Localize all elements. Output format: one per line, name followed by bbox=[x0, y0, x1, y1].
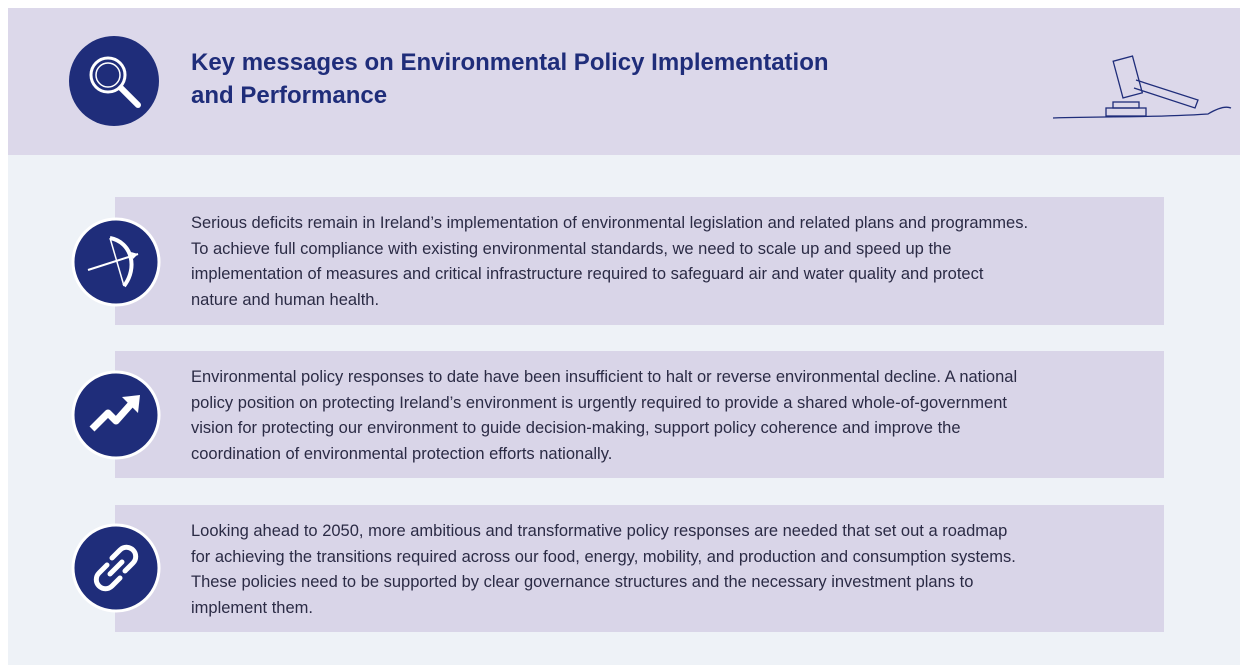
text-line: coordination of environmental protection… bbox=[191, 442, 1017, 468]
text-line: Serious deficits remain in Ireland’s imp… bbox=[191, 211, 1028, 237]
text-line: Environmental policy responses to date h… bbox=[191, 365, 1017, 391]
page: Key messages on Environmental Policy Imp… bbox=[0, 0, 1242, 666]
link-icon bbox=[70, 522, 162, 614]
text-line: implementation of measures and critical … bbox=[191, 262, 1028, 288]
text-line: for achieving the transitions required a… bbox=[191, 545, 1016, 571]
title: Key messages on Environmental Policy Imp… bbox=[191, 46, 829, 112]
text-line: Looking ahead to 2050, more ambitious an… bbox=[191, 519, 1016, 545]
message-text: Environmental policy responses to date h… bbox=[191, 365, 1017, 467]
text-line: These policies need to be supported by c… bbox=[191, 570, 1016, 596]
header: Key messages on Environmental Policy Imp… bbox=[8, 8, 1240, 155]
text-line: vision for protecting our environment to… bbox=[191, 416, 1017, 442]
text-line: To achieve full compliance with existing… bbox=[191, 237, 1028, 263]
message-text: Serious deficits remain in Ireland’s imp… bbox=[191, 211, 1028, 313]
text-line: nature and human health. bbox=[191, 288, 1028, 314]
title-line: Key messages on Environmental Policy Imp… bbox=[191, 46, 829, 79]
message-card: Looking ahead to 2050, more ambitious an… bbox=[115, 505, 1164, 632]
message-card: Serious deficits remain in Ireland’s imp… bbox=[115, 197, 1164, 325]
text-line: implement them. bbox=[191, 596, 1016, 622]
text-line: policy position on protecting Ireland’s … bbox=[191, 391, 1017, 417]
gavel-drawing bbox=[1048, 48, 1233, 128]
title-line: and Performance bbox=[191, 79, 829, 112]
bow-icon bbox=[70, 216, 162, 308]
message-text: Looking ahead to 2050, more ambitious an… bbox=[191, 519, 1016, 621]
message-card: Environmental policy responses to date h… bbox=[115, 351, 1164, 478]
growth-icon bbox=[70, 369, 162, 461]
panel: Key messages on Environmental Policy Imp… bbox=[8, 8, 1240, 665]
search-icon bbox=[68, 35, 160, 127]
